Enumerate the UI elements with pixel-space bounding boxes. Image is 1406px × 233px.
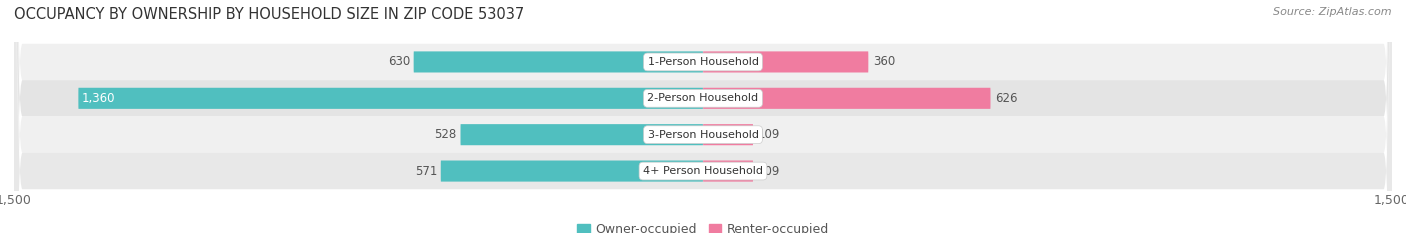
FancyBboxPatch shape: [14, 0, 1392, 233]
FancyBboxPatch shape: [14, 0, 1392, 233]
FancyBboxPatch shape: [79, 88, 703, 109]
Text: 626: 626: [995, 92, 1018, 105]
Text: 109: 109: [758, 128, 780, 141]
Text: 4+ Person Household: 4+ Person Household: [643, 166, 763, 176]
FancyBboxPatch shape: [14, 0, 1392, 233]
Text: 528: 528: [434, 128, 457, 141]
Legend: Owner-occupied, Renter-occupied: Owner-occupied, Renter-occupied: [572, 219, 834, 233]
FancyBboxPatch shape: [440, 161, 703, 182]
Text: 1-Person Household: 1-Person Household: [648, 57, 758, 67]
Text: 3-Person Household: 3-Person Household: [648, 130, 758, 140]
FancyBboxPatch shape: [703, 88, 990, 109]
Text: 571: 571: [415, 164, 437, 178]
Text: 630: 630: [388, 55, 411, 69]
FancyBboxPatch shape: [461, 124, 703, 145]
Text: 2-Person Household: 2-Person Household: [647, 93, 759, 103]
FancyBboxPatch shape: [703, 161, 754, 182]
FancyBboxPatch shape: [413, 51, 703, 72]
FancyBboxPatch shape: [14, 0, 1392, 233]
Text: Source: ZipAtlas.com: Source: ZipAtlas.com: [1274, 7, 1392, 17]
FancyBboxPatch shape: [703, 124, 754, 145]
Text: 360: 360: [873, 55, 896, 69]
Text: 109: 109: [758, 164, 780, 178]
Text: OCCUPANCY BY OWNERSHIP BY HOUSEHOLD SIZE IN ZIP CODE 53037: OCCUPANCY BY OWNERSHIP BY HOUSEHOLD SIZE…: [14, 7, 524, 22]
FancyBboxPatch shape: [703, 51, 869, 72]
Text: 1,360: 1,360: [82, 92, 115, 105]
